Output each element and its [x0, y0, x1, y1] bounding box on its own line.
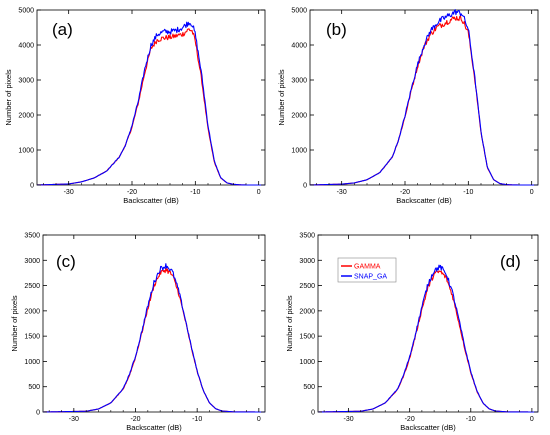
series-line-gamma — [309, 15, 538, 186]
y-tick-label: 0 — [303, 183, 307, 190]
y-axis-title: Number of pixels — [277, 69, 286, 126]
panel-label: (a) — [52, 20, 73, 39]
series-line-snap-ga — [309, 9, 538, 186]
x-tick-label: 0 — [257, 189, 261, 196]
y-tick-label: 2000 — [24, 308, 40, 315]
y-tick-label: 1000 — [299, 359, 315, 366]
x-axis-title: Backscatter (dB) — [123, 196, 179, 205]
y-tick-label: 1000 — [18, 148, 34, 155]
x-tick-label: -10 — [190, 189, 200, 196]
y-tick-label: 3000 — [291, 78, 307, 85]
y-tick-label: 500 — [28, 384, 40, 391]
x-tick-label: -10 — [466, 416, 476, 423]
y-tick-label: 2500 — [24, 283, 40, 290]
x-tick-label: 0 — [530, 189, 534, 196]
y-tick-label: 3000 — [24, 258, 40, 265]
plot-frame — [42, 234, 266, 413]
series-line-snap-ga — [36, 21, 265, 186]
y-tick-label: 5000 — [291, 8, 307, 15]
y-tick-label: 5000 — [18, 8, 34, 15]
x-axis-title: Backscatter (dB) — [396, 196, 452, 205]
chart-panel: -30 -20 -10 0 0 1000 2000 3000 4000 5000 Backscatt… — [4, 8, 266, 205]
legend-label: SNAP_GA — [354, 274, 387, 281]
x-tick-label: -10 — [192, 416, 202, 423]
x-tick-label: 0 — [530, 416, 534, 423]
legend-box — [337, 257, 397, 283]
y-tick-label: 1500 — [24, 334, 40, 341]
y-tick-label: 4000 — [291, 43, 307, 50]
chart-panel: -30 -20 -10 0 0 1000 2000 3000 4000 5000 Backscatt… — [277, 8, 539, 205]
y-tick-label: 3000 — [18, 78, 34, 85]
y-tick-label: 4000 — [18, 43, 34, 50]
chart-panel: -30 -20 -10 0 0 500 1000 1500 2000 2500 3000 3500 Ba… — [285, 233, 539, 432]
x-axis-title: Backscatter (dB) — [400, 423, 456, 432]
chart-panel: -30 -20 -10 0 0 500 1000 1500 2000 2500 3000 3500 Ba… — [10, 233, 266, 432]
y-tick-label: 2000 — [291, 113, 307, 120]
x-tick-label: -30 — [64, 189, 74, 196]
y-tick-label: 500 — [303, 384, 315, 391]
x-tick-label: -10 — [463, 189, 473, 196]
y-tick-label: 2000 — [299, 308, 315, 315]
panel-label: (d) — [500, 252, 521, 271]
plot-frame — [317, 234, 539, 413]
panel-label: (c) — [56, 252, 76, 271]
legend-label: GAMMA — [354, 264, 381, 271]
series-line-gamma — [36, 28, 265, 186]
x-tick-label: -30 — [337, 189, 347, 196]
y-axis-title: Number of pixels — [10, 295, 19, 352]
y-axis-title: Number of pixels — [4, 69, 13, 126]
plot-frame — [36, 9, 266, 186]
y-tick-label: 0 — [30, 183, 34, 190]
y-tick-label: 2000 — [18, 113, 34, 120]
y-tick-label: 3500 — [299, 233, 315, 240]
x-tick-label: -20 — [405, 416, 415, 423]
series-line-gamma — [317, 270, 538, 413]
x-tick-label: -20 — [127, 189, 137, 196]
y-tick-label: 1500 — [299, 334, 315, 341]
x-tick-label: -30 — [343, 416, 353, 423]
legend: GAMMA SNAP_GA — [337, 257, 397, 283]
y-tick-label: 3500 — [24, 233, 40, 240]
x-tick-label: -20 — [130, 416, 140, 423]
x-axis-title: Backscatter (dB) — [126, 423, 182, 432]
panel-label: (b) — [326, 20, 347, 39]
y-tick-label: 0 — [311, 410, 315, 417]
series-line-gamma — [42, 267, 265, 413]
series-line-snap-ga — [42, 263, 265, 413]
y-axis-title: Number of pixels — [285, 295, 294, 352]
y-tick-label: 3000 — [299, 258, 315, 265]
series-line-snap-ga — [317, 264, 538, 413]
x-tick-label: 0 — [257, 416, 261, 423]
y-tick-label: 0 — [36, 410, 40, 417]
y-tick-label: 2500 — [299, 283, 315, 290]
x-tick-label: -30 — [69, 416, 79, 423]
plot-frame — [309, 9, 539, 186]
y-tick-label: 1000 — [24, 359, 40, 366]
y-tick-label: 1000 — [291, 148, 307, 155]
x-tick-label: -20 — [400, 189, 410, 196]
